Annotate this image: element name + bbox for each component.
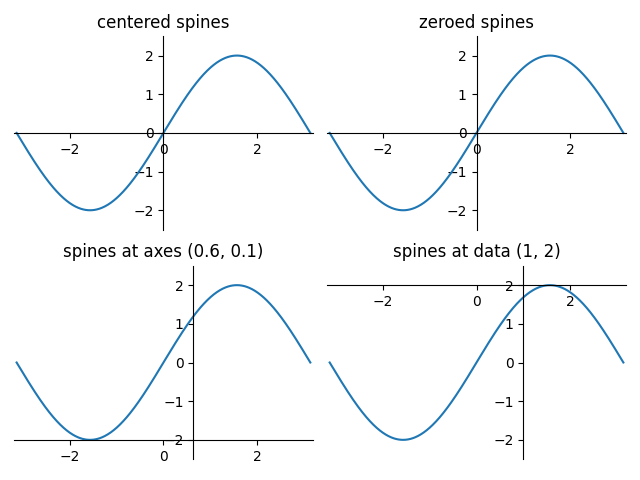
Title: zeroed spines: zeroed spines: [419, 14, 534, 32]
Title: centered spines: centered spines: [97, 14, 230, 32]
Title: spines at data (1, 2): spines at data (1, 2): [393, 243, 561, 262]
Title: spines at axes (0.6, 0.1): spines at axes (0.6, 0.1): [63, 243, 264, 262]
